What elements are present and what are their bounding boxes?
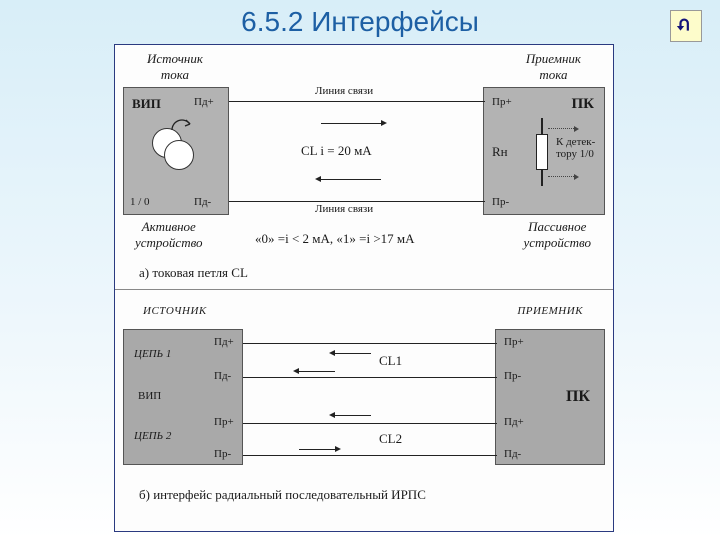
b-arr2 [299,371,335,372]
res-wire-top [541,118,543,134]
logic-text: «0» =i < 2 мА, «1» =i >17 мА [255,231,415,247]
b-src-pin2: Пр+ [214,416,234,428]
lineA-bot [229,201,485,202]
dst-pin-bot: Пр- [492,196,509,208]
b-arr4 [299,449,335,450]
b-src-pin1: Пд- [214,370,231,382]
b-c2: ЦЕПЬ 2 [134,430,171,442]
b-arr1 [335,353,371,354]
b-dst-pin3: Пд- [504,448,521,460]
diagram-figure: Источниктока Приемниктока ВИП Пд+ Пд- 1 … [114,44,614,532]
b-dst-title: ПРИЕМНИК [517,305,583,317]
b-dst-block: Пр+ Пр- Пд+ Пд- ПК [495,329,605,465]
panel-divider [115,289,613,290]
page-title: 6.5.2 Интерфейсы [0,0,720,38]
b-line3 [243,423,497,424]
dst-sub: Пассивноеустройство [523,219,591,251]
b-src-pin0: Пд+ [214,336,234,348]
b-cl2: CL2 [379,431,402,447]
src-state: 1 / 0 [130,196,150,208]
b-src-title: ИСТОЧНИК [143,305,207,317]
caption-a: а) токовая петля CL [139,265,248,281]
b-dst-pin1: Пр- [504,370,521,382]
caption-b: б) интерфейс радиальный последовательный… [139,487,426,503]
b-line4 [243,455,497,456]
b-dst-pin0: Пр+ [504,336,524,348]
src-title: Источниктока [147,51,203,83]
b-line2 [243,377,497,378]
cs-arrow-icon [168,116,198,134]
src-block: ВИП Пд+ Пд- 1 / 0 [123,87,229,215]
src-pin-top: Пд+ [194,96,214,108]
src-pin-bot: Пд- [194,196,211,208]
dst-box-label: ПК [571,96,594,113]
center-label: CL i = 20 мА [301,143,372,159]
b-mid: ВИП [138,390,161,402]
dst-block: Пр+ Пр- ПК Rн К детек-тору 1/0 [483,87,605,215]
b-c1: ЦЕПЬ 1 [134,348,171,360]
link-label-top: Линия связи [315,85,373,97]
lineA-top [229,101,485,102]
link-label-bot: Линия связи [315,203,373,215]
src-box-label: ВИП [132,96,161,112]
dst-title: Приемниктока [526,51,581,83]
dirA-left [321,179,381,180]
det-arrow-top [548,128,574,129]
b-arr3 [335,415,371,416]
b-cl1: CL1 [379,353,402,369]
b-dst-box: ПК [566,388,590,406]
b-src-pin3: Пр- [214,448,231,460]
dst-load: Rн [492,144,508,160]
back-button[interactable] [670,10,702,42]
res-wire-bot [541,170,543,186]
b-src-block: ЦЕПЬ 1 ВИП ЦЕПЬ 2 Пд+ Пд- Пр+ Пр- [123,329,243,465]
dirA-right [321,123,381,124]
resistor-icon [536,134,548,170]
det-arrow-bot [548,176,574,177]
src-sub: Активноеустройство [135,219,203,251]
u-turn-icon [675,18,697,34]
b-dst-pin2: Пд+ [504,416,524,428]
cs-circle-2 [164,140,194,170]
dst-det: К детек-тору 1/0 [556,136,595,160]
b-line1 [243,343,497,344]
dst-pin-top: Пр+ [492,96,512,108]
